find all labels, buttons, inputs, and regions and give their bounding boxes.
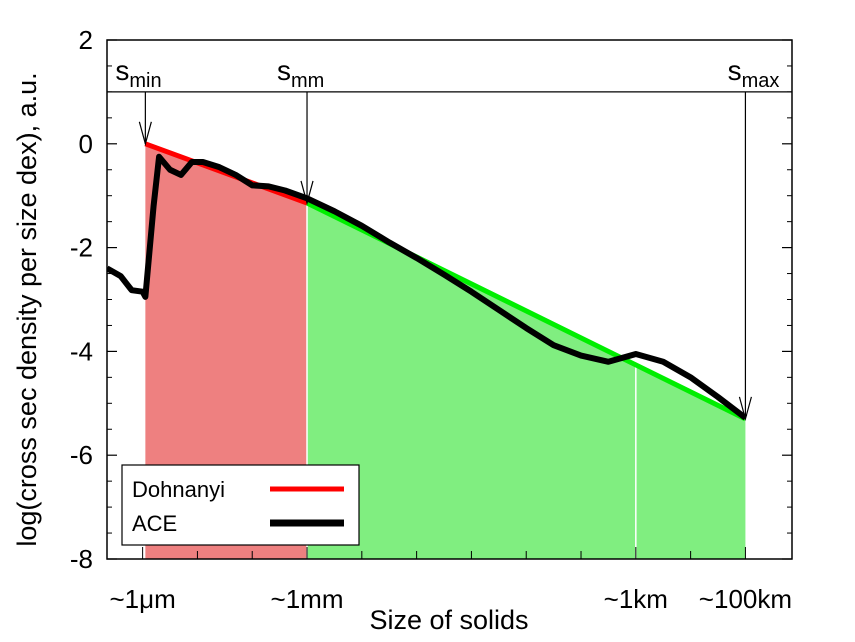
region-fills (145, 143, 746, 560)
y-tick-label: -2 (70, 233, 93, 263)
plot-frame (106, 39, 793, 560)
annotation-label-min: smin (115, 55, 161, 92)
x-axis-title: Size of solids (369, 605, 528, 635)
annotation-arrowhead-max (738, 396, 752, 422)
y-tick-label: 2 (79, 25, 93, 55)
x-tick-label: ~1mm (271, 584, 344, 614)
region-fill-red (145, 143, 308, 560)
annotation-arrowhead-mm (300, 180, 314, 206)
y-tick-label: -8 (70, 544, 93, 574)
y-tick-label: 0 (79, 129, 93, 159)
axis-labels: -8 -6 -4 -2 0 2 ~1μm ~1mm ~1km ~100km Size of soli… (12, 25, 792, 635)
region-fill-green (307, 202, 746, 559)
y-tick-label: -4 (70, 336, 93, 366)
legend-box (121, 464, 360, 546)
annotation-label-max: smax (728, 55, 780, 92)
annotation-arrowhead-min (138, 121, 152, 147)
y-tick-label: -6 (70, 440, 93, 470)
x-tick-label: ~100km (699, 584, 792, 614)
annotation-label-mm: smm (277, 55, 324, 92)
legend: Dohnanyi ACE (121, 464, 360, 546)
annotations: smin smm smax (115, 55, 780, 422)
legend-label-ace: ACE (132, 511, 177, 536)
legend-label-dohnanyi: Dohnanyi (132, 477, 225, 502)
y-axis-title: log(cross sec density per size dex), a.u… (12, 72, 42, 546)
x-tick-label: ~1km (604, 584, 668, 614)
x-tick-label: ~1μm (109, 584, 175, 614)
